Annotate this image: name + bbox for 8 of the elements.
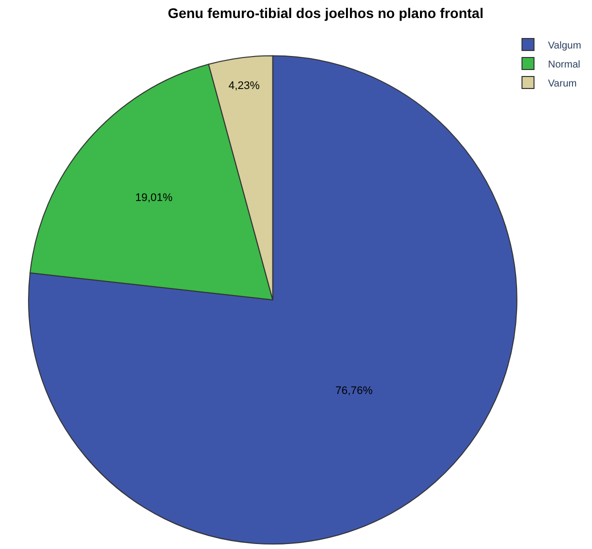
chart-title: Genu femuro-tibial dos joelhos no plano frontal [168,5,484,22]
legend-label: Valgum [548,40,582,52]
legend-label: Normal [548,59,580,70]
data-label: 76,76% [335,384,373,397]
pie-slice [28,55,518,544]
data-label: 4,23% [228,80,260,92]
legend-label: Varum [548,78,577,90]
data-label: 19,01% [135,192,173,204]
